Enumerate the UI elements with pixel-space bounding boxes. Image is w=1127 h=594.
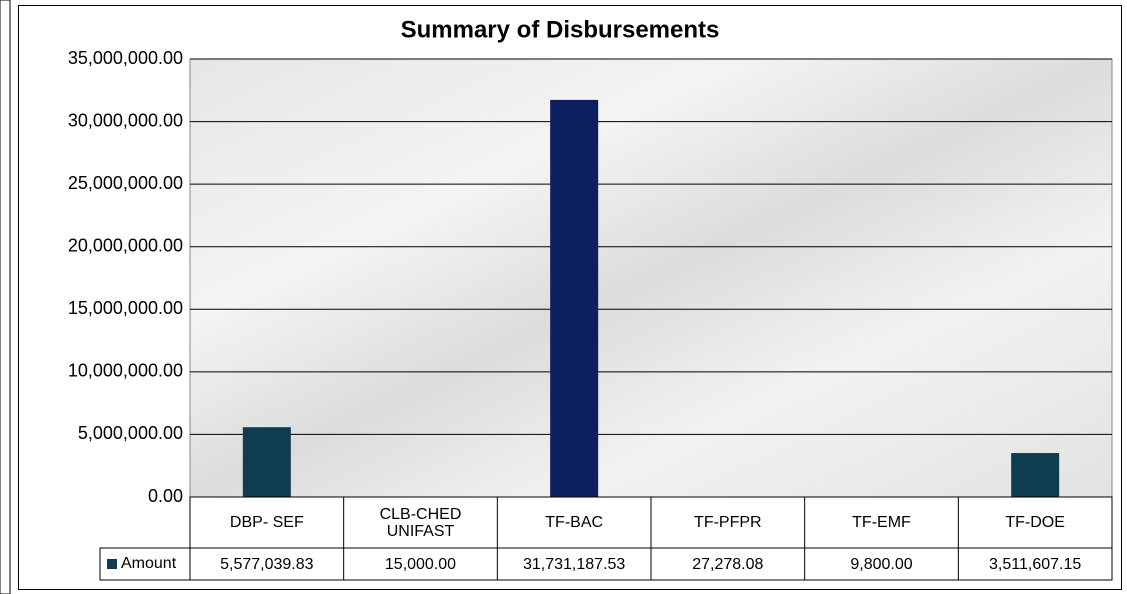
- value-label: 15,000.00: [384, 555, 457, 573]
- value-label: 5,577,039.83: [220, 555, 314, 573]
- bar: [242, 427, 291, 497]
- chart-title: Summary of Disbursements: [401, 16, 720, 43]
- x-tick-label-box: TF-DOE: [1005, 514, 1065, 531]
- value-label: 27,278.08: [692, 555, 764, 573]
- x-tick-label: CLB-CHED UNIFAST: [379, 505, 462, 540]
- bar: [1011, 453, 1060, 497]
- value-label-box: 9,800.00: [850, 555, 913, 573]
- value-label-box: 3,511,607.15: [989, 555, 1082, 573]
- plot-area: [189, 58, 1113, 498]
- value-label-box: 31,731,187.53: [522, 555, 626, 573]
- x-tick-label: TF-DOE: [1005, 514, 1065, 531]
- y-tick-label: 20,000,000.00: [68, 235, 183, 255]
- y-tick-label: 0.00: [148, 486, 183, 506]
- y-tick-label: 25,000,000.00: [68, 173, 183, 193]
- value-label-box: 5,577,039.83: [220, 555, 314, 573]
- y-tick-label: 15,000,000.00: [68, 298, 183, 318]
- x-tick-label-box: TF-PFPR: [694, 514, 762, 531]
- y-tick-label: 35,000,000.00: [68, 48, 183, 68]
- x-tick-label: DBP- SEF: [229, 514, 304, 531]
- value-label-box: 27,278.08: [692, 555, 764, 573]
- x-tick-label-box: TF-EMF: [852, 514, 911, 531]
- y-tick-label: 10,000,000.00: [68, 361, 183, 381]
- y-tick-label: 5,000,000.00: [78, 423, 183, 443]
- x-tick-label: TF-PFPR: [694, 514, 762, 531]
- x-tick-label: TF-BAC: [545, 514, 604, 531]
- legend-label: Amount: [121, 555, 177, 572]
- value-label: 9,800.00: [850, 555, 913, 573]
- y-tick-label: 30,000,000.00: [68, 110, 183, 130]
- x-tick-label-box: TF-BAC: [545, 514, 604, 531]
- neighbor-edge: [0, 0, 11, 594]
- value-label-box: 15,000.00: [384, 555, 457, 573]
- bar: [550, 99, 599, 497]
- value-label: 31,731,187.53: [522, 555, 626, 573]
- x-tick-label: TF-EMF: [852, 514, 911, 531]
- x-tick-label-box: DBP- SEF: [229, 514, 304, 531]
- x-tick-label-box: CLB-CHED UNIFAST: [379, 505, 462, 540]
- value-label: 3,511,607.15: [989, 555, 1082, 573]
- legend-swatch: [107, 559, 117, 569]
